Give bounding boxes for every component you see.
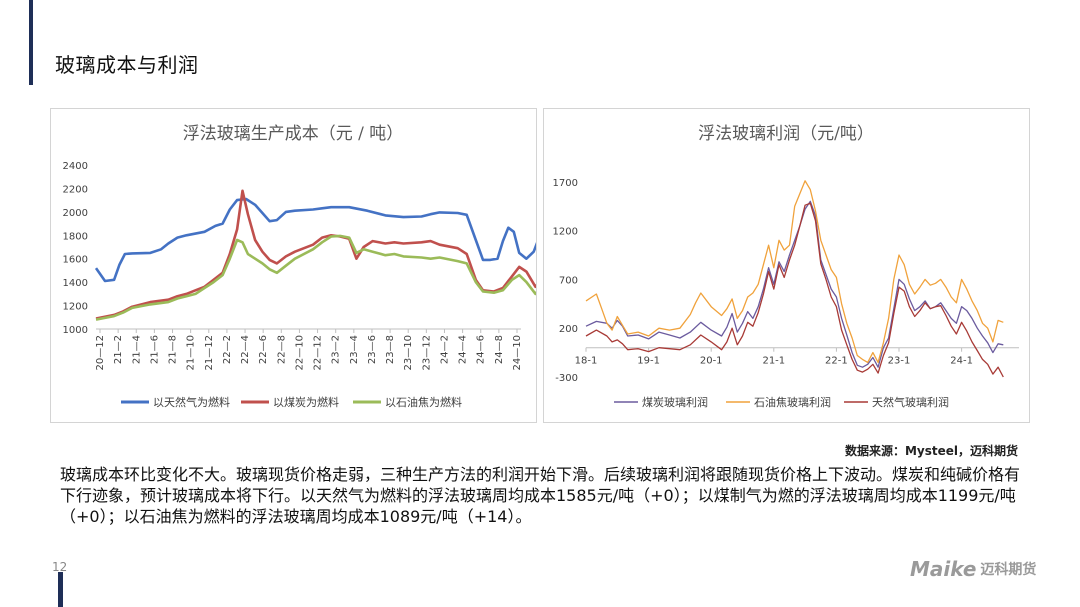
y-tick-label: 2400 xyxy=(63,161,88,172)
x-tick-label: 21—2 xyxy=(113,335,124,364)
chart-title: 浮法玻璃生产成本（元 / 吨） xyxy=(183,124,404,144)
x-tick-label: 21—12 xyxy=(204,335,215,370)
y-tick-label: 1400 xyxy=(63,278,88,289)
x-tick-label: 20—12 xyxy=(95,335,106,370)
page-number: 12 xyxy=(52,560,68,574)
legend-label-1: 煤炭玻璃利润 xyxy=(642,395,708,409)
series-line-2 xyxy=(95,189,536,320)
y-tick-label: 1800 xyxy=(63,231,88,242)
x-tick-label: 23—8 xyxy=(385,335,396,364)
series-line-3 xyxy=(585,202,1004,378)
x-tick-label: 24—2 xyxy=(439,335,450,364)
logo-latin-text: Maike xyxy=(910,557,977,581)
x-tick-label: 22—4 xyxy=(240,335,251,364)
x-tick-label: 21-1 xyxy=(762,356,785,367)
x-tick-label: 23—4 xyxy=(349,335,360,364)
y-tick-label: 700 xyxy=(559,275,578,286)
x-tick-label: 21—8 xyxy=(168,335,179,364)
legend-label-3: 天然气玻璃利润 xyxy=(872,395,949,409)
y-tick-label: 1700 xyxy=(553,178,578,189)
legend-label-2: 以煤炭为燃料 xyxy=(273,395,339,409)
x-tick-label: 21—4 xyxy=(131,335,142,364)
logo-chinese-text: 迈科期货 xyxy=(980,562,1037,578)
series-line-3 xyxy=(95,234,536,321)
y-tick-label: 200 xyxy=(559,324,578,335)
accent-bar-top xyxy=(29,0,33,85)
y-tick-label: 1600 xyxy=(63,255,88,266)
y-tick-label: 1000 xyxy=(63,325,88,336)
series-line-1 xyxy=(94,197,536,283)
x-tick-label: 20-1 xyxy=(700,356,723,367)
chart-title: 浮法玻璃利润（元/吨） xyxy=(698,124,874,144)
cost-chart-panel: 浮法玻璃生产成本（元 / 吨） 1000 1200 1400 1600 1800 2000 2… xyxy=(50,108,537,423)
x-tick-label: 22—8 xyxy=(276,335,287,364)
x-tick-label: 22—10 xyxy=(294,335,305,370)
series-line-2 xyxy=(585,180,1004,364)
x-tick-label: 22-1 xyxy=(825,356,848,367)
y-tick-label: 1200 xyxy=(63,302,88,313)
cost-chart: 浮法玻璃生产成本（元 / 吨） 1000 1200 1400 1600 1800 2000 2… xyxy=(63,124,536,409)
x-tick-label: 22—6 xyxy=(258,335,269,364)
legend-label-3: 以石油焦为燃料 xyxy=(385,395,462,409)
x-tick-label: 24—4 xyxy=(458,335,469,364)
x-tick-label: 24—8 xyxy=(494,335,505,364)
x-tick-label: 23-1 xyxy=(888,356,911,367)
x-tick-label: 21—10 xyxy=(186,335,197,370)
analysis-text: 玻璃成本环比变化不大。玻璃现货价格走弱，三种生产方法的利润开始下滑。后续玻璃利润… xyxy=(60,465,1021,526)
x-tick-label: 22—12 xyxy=(313,335,324,370)
x-tick-label: 19-1 xyxy=(637,356,660,367)
x-tick-label: 23—6 xyxy=(367,335,378,364)
slide-title: 玻璃成本与利润 xyxy=(55,53,199,77)
x-tick-label: 21—6 xyxy=(149,335,160,364)
legend-label-2: 石油焦玻璃利润 xyxy=(754,395,831,409)
x-tick-label: 23—10 xyxy=(403,335,414,370)
y-tick-label: 2200 xyxy=(63,184,88,195)
y-tick-label: 2000 xyxy=(63,208,88,219)
legend-label-1: 以天然气为燃料 xyxy=(153,395,230,409)
profit-chart: 浮法玻璃利润（元/吨） -300 200 700 1200 1700 18-1 19-1 20-… xyxy=(553,124,1019,409)
x-tick-label: 22—2 xyxy=(222,335,233,364)
profit-chart-panel: 浮法玻璃利润（元/吨） -300 200 700 1200 1700 18-1 19-1 20-… xyxy=(543,108,1030,423)
x-tick-label: 23—12 xyxy=(421,335,432,370)
x-tick-label: 24—6 xyxy=(476,335,487,364)
y-tick-label: 1200 xyxy=(553,227,578,238)
data-source: 数据来源：Mysteel，迈科期货 xyxy=(844,444,1018,458)
series-line-1 xyxy=(585,200,1004,368)
x-tick-label: 24-1 xyxy=(950,356,973,367)
x-tick-label: 18-1 xyxy=(575,356,598,367)
company-logo: Maike 迈科期货 xyxy=(910,556,1036,582)
y-tick-label: -300 xyxy=(555,373,578,384)
accent-bar-bottom xyxy=(58,572,63,607)
x-tick-label: 23—2 xyxy=(331,335,342,364)
x-tick-label: 24—10 xyxy=(512,335,523,370)
